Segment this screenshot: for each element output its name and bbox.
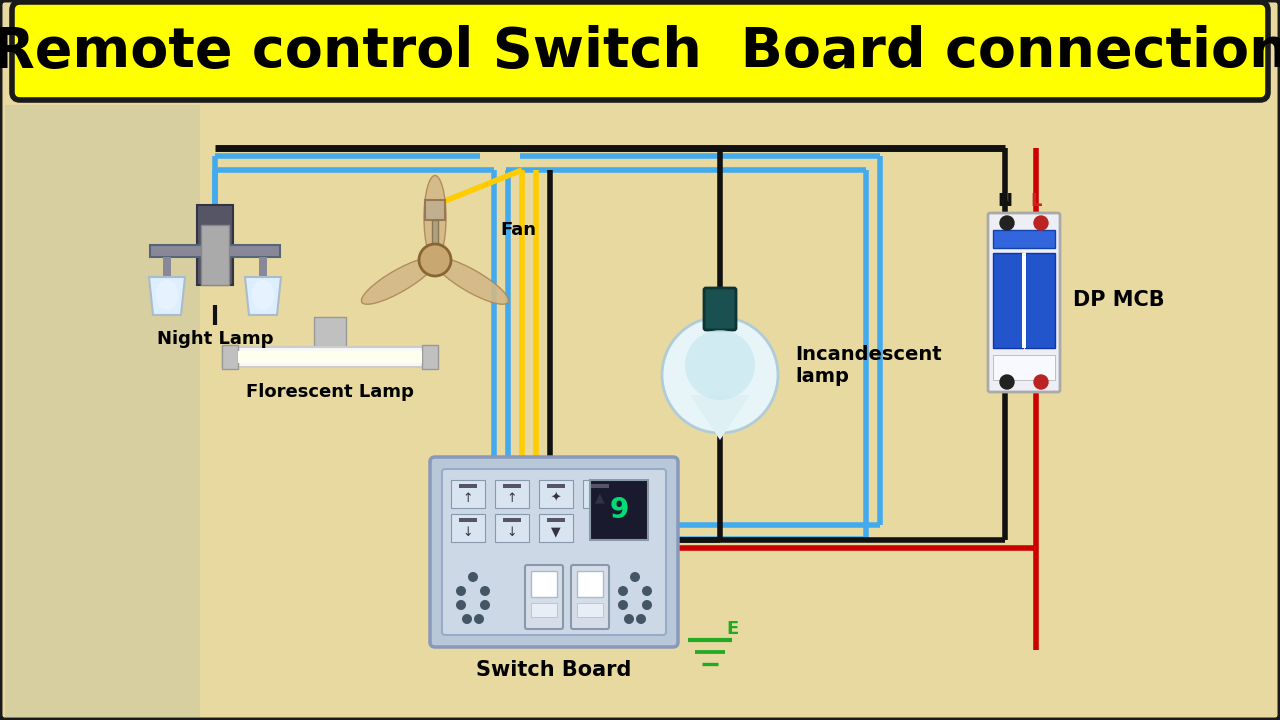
Bar (539, 480, 573, 508)
Text: Remote control Switch  Board connection: Remote control Switch Board connection (0, 25, 1280, 79)
Bar (993, 253, 1023, 348)
Circle shape (474, 614, 484, 624)
Circle shape (462, 614, 472, 624)
Bar (531, 603, 557, 617)
Polygon shape (148, 277, 186, 315)
Circle shape (419, 244, 451, 276)
Polygon shape (244, 277, 282, 315)
Circle shape (1000, 375, 1014, 389)
FancyBboxPatch shape (430, 457, 678, 647)
Polygon shape (690, 395, 750, 440)
Circle shape (456, 600, 466, 610)
Bar (5, 105, 200, 717)
FancyBboxPatch shape (571, 565, 609, 629)
Circle shape (630, 572, 640, 582)
Bar (1025, 253, 1055, 348)
Text: ▼: ▼ (552, 526, 561, 539)
FancyBboxPatch shape (704, 288, 736, 330)
Bar (425, 200, 445, 220)
Circle shape (480, 600, 490, 610)
Circle shape (636, 614, 646, 624)
Bar (577, 603, 603, 617)
Bar (259, 257, 268, 277)
Text: E: E (726, 620, 739, 638)
Bar (201, 225, 229, 285)
Bar (150, 245, 280, 257)
Ellipse shape (434, 258, 508, 305)
Bar (451, 514, 485, 542)
Text: 9: 9 (609, 496, 628, 524)
Bar (314, 317, 346, 347)
Text: ▲: ▲ (595, 492, 605, 505)
Bar (531, 571, 557, 597)
Circle shape (618, 600, 628, 610)
Text: Fan: Fan (500, 221, 536, 239)
Circle shape (1000, 216, 1014, 230)
Bar (1021, 253, 1027, 348)
Ellipse shape (252, 280, 274, 310)
Bar (422, 345, 438, 369)
Bar (591, 484, 609, 488)
Ellipse shape (424, 176, 445, 261)
Bar (993, 230, 1055, 248)
Bar (503, 518, 521, 522)
Text: Florescent Lamp: Florescent Lamp (246, 383, 413, 401)
Circle shape (662, 317, 778, 433)
Bar (433, 220, 438, 250)
Circle shape (456, 586, 466, 596)
Bar (547, 518, 564, 522)
Text: ↑: ↑ (507, 492, 517, 505)
FancyBboxPatch shape (442, 469, 666, 635)
Text: ↓: ↓ (507, 526, 517, 539)
Text: N: N (997, 192, 1012, 210)
Bar (197, 205, 233, 285)
Bar (221, 345, 238, 369)
Bar (590, 480, 648, 540)
FancyBboxPatch shape (12, 2, 1268, 100)
FancyBboxPatch shape (525, 565, 563, 629)
Circle shape (1034, 375, 1048, 389)
Circle shape (643, 586, 652, 596)
Text: Night Lamp: Night Lamp (156, 330, 273, 348)
Circle shape (685, 330, 755, 400)
Circle shape (468, 572, 477, 582)
Text: L: L (1030, 192, 1042, 210)
Bar (495, 514, 529, 542)
Circle shape (1034, 216, 1048, 230)
Circle shape (625, 614, 634, 624)
Bar (221, 347, 438, 367)
Circle shape (643, 600, 652, 610)
Ellipse shape (156, 280, 178, 310)
Bar (238, 351, 422, 363)
Circle shape (480, 586, 490, 596)
Bar (547, 484, 564, 488)
Ellipse shape (361, 258, 436, 305)
Text: Incandescent
lamp: Incandescent lamp (795, 344, 942, 385)
Text: DP MCB: DP MCB (1073, 290, 1165, 310)
Text: ↑: ↑ (463, 492, 474, 505)
Text: ↓: ↓ (463, 526, 474, 539)
FancyBboxPatch shape (988, 213, 1060, 392)
Bar (451, 480, 485, 508)
Bar (577, 571, 603, 597)
Circle shape (618, 586, 628, 596)
Bar (163, 257, 172, 277)
Bar (460, 518, 477, 522)
Bar (495, 480, 529, 508)
Bar (582, 480, 617, 508)
Text: Switch Board: Switch Board (476, 660, 632, 680)
Bar (460, 484, 477, 488)
Bar (993, 355, 1055, 380)
Bar (539, 514, 573, 542)
Bar (503, 484, 521, 488)
Text: ✦: ✦ (550, 492, 561, 505)
